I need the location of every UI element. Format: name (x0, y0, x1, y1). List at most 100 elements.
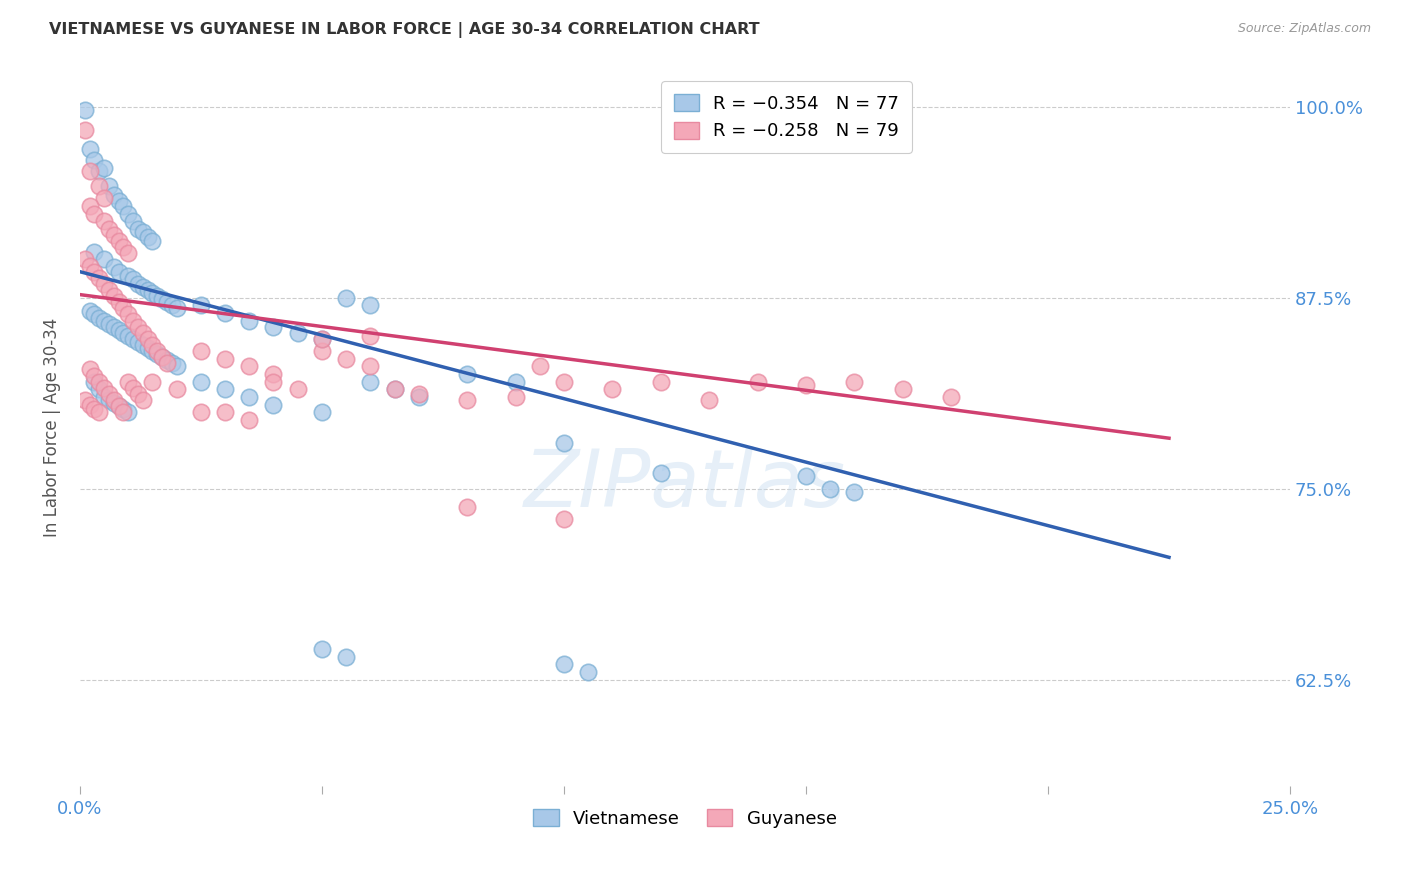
Point (127, 222, 149, 236)
Point (83, 402, 105, 417)
Point (384, 382, 406, 396)
Point (93, 252, 115, 267)
Point (122, 381, 145, 395)
Point (160, 298, 183, 312)
Point (107, 194, 129, 209)
Point (117, 405, 139, 419)
Point (697, 392, 720, 407)
Point (97, 283, 120, 297)
Point (107, 323, 129, 337)
Point (132, 280, 155, 294)
Point (107, 295, 129, 310)
Point (650, 375, 672, 389)
Point (794, 469, 817, 483)
Point (287, 382, 309, 396)
Point (166, 301, 188, 316)
Point (263, 398, 285, 412)
Point (190, 344, 212, 359)
Point (794, 377, 817, 392)
Point (97, 392, 120, 407)
Point (146, 347, 169, 361)
Point (456, 500, 478, 514)
Point (136, 332, 159, 346)
Point (112, 199, 135, 213)
Point (117, 246, 139, 260)
Point (238, 390, 260, 404)
Point (117, 269, 139, 284)
Point (122, 272, 145, 286)
Point (79, 362, 101, 376)
Point (214, 382, 236, 396)
Point (141, 338, 163, 352)
Point (127, 387, 149, 401)
Point (79, 199, 101, 213)
Point (112, 326, 135, 340)
Point (844, 484, 866, 499)
Point (93, 161, 115, 175)
Point (136, 341, 159, 355)
Point (384, 382, 406, 396)
Point (263, 367, 285, 381)
Point (146, 289, 169, 303)
Point (117, 329, 139, 343)
Point (97, 222, 120, 236)
Point (553, 375, 575, 389)
Point (103, 188, 125, 202)
Point (83, 265, 105, 279)
Point (214, 351, 236, 366)
Point (73, 103, 96, 117)
Point (136, 283, 159, 297)
Point (112, 402, 135, 417)
Point (103, 289, 125, 303)
Point (117, 375, 139, 389)
Point (79, 164, 101, 178)
Point (127, 319, 149, 334)
Point (335, 291, 357, 305)
Point (238, 359, 260, 374)
Point (79, 304, 101, 318)
Point (238, 413, 260, 427)
Point (83, 153, 105, 168)
Point (747, 375, 769, 389)
Legend: Vietnamese, Guyanese: Vietnamese, Guyanese (526, 802, 844, 835)
Point (529, 359, 551, 374)
Point (83, 375, 105, 389)
Point (335, 351, 357, 366)
Point (112, 301, 135, 316)
Point (89, 405, 111, 419)
Point (132, 338, 155, 352)
Point (93, 277, 115, 291)
Point (93, 390, 115, 404)
Point (166, 359, 188, 374)
Point (359, 298, 381, 312)
Point (359, 359, 381, 374)
Point (553, 435, 575, 450)
Point (408, 387, 430, 401)
Point (311, 405, 333, 419)
Point (122, 214, 145, 228)
Point (93, 381, 115, 395)
Point (132, 326, 155, 340)
Point (93, 214, 115, 228)
Point (156, 295, 179, 310)
Point (103, 392, 125, 407)
Point (408, 390, 430, 404)
Point (263, 319, 285, 334)
Point (122, 332, 145, 346)
Point (89, 375, 111, 389)
Point (112, 240, 135, 254)
Text: Source: ZipAtlas.com: Source: ZipAtlas.com (1237, 22, 1371, 36)
Point (141, 234, 163, 248)
Point (79, 398, 101, 412)
Point (359, 375, 381, 389)
Point (79, 259, 101, 273)
Point (103, 319, 125, 334)
Point (505, 375, 527, 389)
Point (553, 657, 575, 672)
Point (456, 367, 478, 381)
Point (141, 375, 163, 389)
Point (141, 286, 163, 301)
Point (89, 270, 111, 285)
Point (127, 277, 149, 291)
Point (103, 260, 125, 274)
